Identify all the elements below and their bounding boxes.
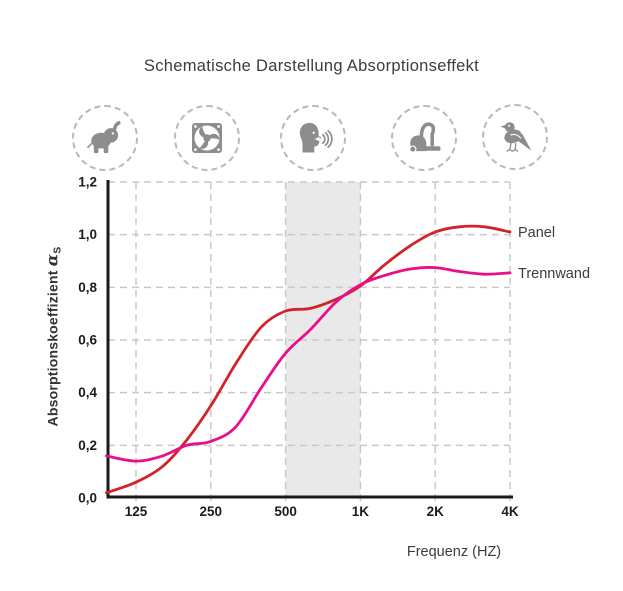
x-axis-label: Frequenz (HZ) — [407, 544, 501, 560]
y-tick-label: 1,2 — [78, 175, 97, 190]
legend-panel-label: Panel — [518, 225, 555, 241]
x-tick-label: 4K — [501, 504, 519, 519]
y-tick-label: 0,0 — [78, 491, 97, 506]
x-tick-label: 500 — [274, 504, 297, 519]
y-tick-label: 0,8 — [78, 280, 97, 295]
y-tick-label: 1,0 — [78, 227, 97, 242]
fan-icon — [174, 105, 240, 171]
chart-title: Schematische Darstellung Absorptionseffe… — [143, 57, 480, 75]
vacuum-cleaner-icon — [391, 105, 457, 171]
x-tick-label: 125 — [125, 504, 148, 519]
elephant-icon — [72, 105, 138, 171]
x-tick-label: 250 — [200, 504, 223, 519]
x-tick-label: 1K — [352, 504, 370, 519]
y-tick-label: 0,6 — [78, 333, 97, 348]
legend-trennwand-label: Trennwand — [518, 266, 590, 282]
x-tick-label: 2K — [427, 504, 445, 519]
y-tick-label: 0,4 — [78, 385, 97, 400]
speaking-head-icon — [280, 105, 346, 171]
y-tick-label: 0,2 — [78, 438, 97, 453]
bird-icon — [482, 104, 548, 170]
curve-trennwand — [105, 266, 512, 463]
